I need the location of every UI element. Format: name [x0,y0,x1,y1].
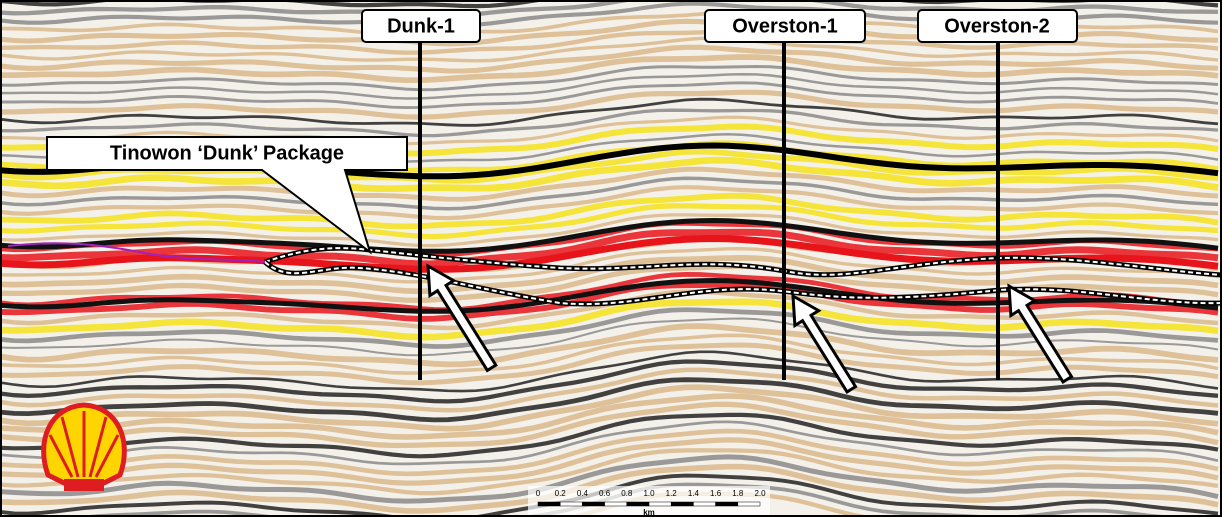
scale-segment [715,501,739,507]
scale-bar: 0 0.2 0.4 0.6 0.8 1.0 1.2 1.4 1.6 1.8 2.0 km [528,486,770,517]
well-labels: Dunk-1 Overston-1 Overston-2 [361,9,1078,43]
reflector [0,323,1219,368]
well-label-box [361,9,481,43]
callout [46,136,408,255]
reflector [0,333,1219,375]
well-label-box [917,9,1078,43]
reflector [0,156,1219,193]
reflector [0,36,1219,63]
shell-ribs [48,411,120,478]
reflector [0,412,1219,459]
scale-segment [582,501,605,507]
reflector [0,44,1219,74]
package-base-dash [264,261,1222,306]
reflector [0,228,1219,268]
reflector [0,384,1219,432]
well-label: Overston-1 [732,15,838,37]
reflector [0,367,1219,413]
scale-tick-label: 0.6 [599,489,611,498]
well-label: Overston-2 [944,15,1050,37]
shell-base [64,479,104,491]
scale-tick-label: 0.8 [621,489,633,498]
scale-segment [559,501,583,507]
reflector [0,64,1219,92]
scale-segment [670,501,694,507]
reflector [0,307,1219,349]
well-label: Dunk-1 [387,15,455,37]
scale-tick-label: 0.2 [555,489,567,498]
scale-tick-label: 1.2 [666,489,678,498]
reflector [0,81,1219,110]
scale-tick-label: 1.4 [688,489,700,498]
package-label: Tinowon ‘Dunk’ Package [110,142,344,164]
reflector [0,428,1219,477]
reflector [0,359,1219,404]
reflector [0,28,1219,55]
reflector [0,401,1219,449]
reflector [0,377,1219,423]
well-label-box [704,9,866,43]
scale-tick-label: 0.4 [577,489,589,498]
reflector [0,350,1219,393]
reflector [0,166,1219,202]
reflector [0,317,1219,357]
arrow [1007,283,1074,385]
scale-tick-label: 0 [536,489,541,498]
scale-segment [693,501,716,507]
reflector [0,448,1219,496]
reflector [0,185,1219,221]
scale-tick-label: 1.6 [710,489,722,498]
reflector [0,213,1219,248]
reflector [0,463,1219,514]
well-lines [418,42,1000,380]
reflector [0,393,1219,440]
arrow [426,263,498,373]
scale-segment [626,501,650,507]
scale-bg [528,486,770,516]
arrows [426,263,1074,395]
reflector [0,246,1219,284]
reflector [0,89,1219,120]
reflector [0,108,1219,138]
reflector [0,54,1219,84]
scale-segment [648,501,672,507]
reflector [0,72,1219,100]
scale-unit: km [643,508,655,517]
reflector [0,148,1219,184]
reflector [0,454,1219,504]
shell-logo [41,402,127,491]
reflector [0,203,1219,240]
scale-segment [737,501,761,507]
scale-tick-label: 1.8 [732,489,744,498]
reflector [0,437,1219,486]
scale-segment [604,501,628,507]
reflector [0,115,1219,146]
scale-tick-label: 2.0 [754,489,766,498]
scale-segment [537,501,561,507]
reflector [0,420,1219,466]
reflector [0,217,1219,254]
reflector [0,342,1219,386]
picked-horizon [7,242,266,263]
arrow [791,293,858,395]
scale-tick-label: 1.0 [643,489,655,498]
reflector [0,176,1219,211]
reflector [0,298,1219,341]
reflector [0,192,1219,230]
reflector [0,97,1219,127]
